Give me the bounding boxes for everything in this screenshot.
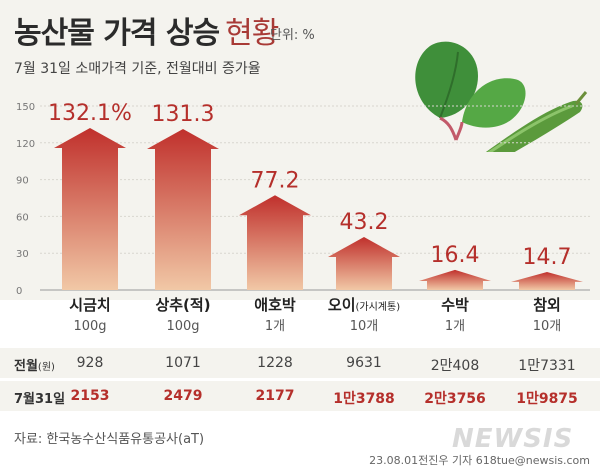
table-cell: 2177 (255, 388, 295, 404)
bar-6 (511, 271, 583, 290)
spinach-icon (415, 41, 526, 141)
page-title-suffix: 현황 (225, 16, 279, 51)
subtitle: 7월 31일 소매가격 기준, 전월대비 증가율 (14, 61, 261, 77)
value-label-4: 43.2 (340, 210, 389, 235)
table-cell: 1228 (257, 355, 293, 371)
unit-label-5: 1개 (445, 319, 465, 334)
gridlines (40, 105, 590, 291)
table-cell: 2만408 (430, 358, 480, 374)
value-label-1: 132.1% (48, 101, 132, 126)
page-title: 농산물 가격 상승 현황 (14, 16, 279, 51)
y-tick-label: 30 (16, 249, 29, 260)
category-label-5: 수박 (441, 296, 469, 314)
value-label-2: 131.3 (152, 102, 215, 127)
value-label-5: 16.4 (431, 243, 480, 268)
category-label-6: 참외 (533, 296, 561, 314)
credit-line: 23.08.01전진우 기자 618tue@newsis.com (369, 454, 590, 467)
watermark: NEWSIS (452, 424, 574, 454)
bar-chart: 0 30 60 90 120 150 132.1% 131.3 77.2 43.2 16.4 14.… (16, 101, 590, 334)
bar-5 (419, 269, 491, 290)
table-cell: 928 (76, 355, 104, 371)
bar-3 (239, 195, 311, 290)
table-cell: 1만9875 (516, 391, 578, 407)
y-tick-label: 0 (16, 286, 22, 297)
bar-4 (328, 237, 400, 290)
table-cell: 1만7331 (518, 358, 576, 374)
table-cell: 1만3788 (333, 391, 395, 407)
value-labels: 132.1% 131.3 77.2 43.2 16.4 14.7 (48, 101, 571, 270)
bar-1 (54, 127, 126, 290)
category-label-4: 오이(가시계통) (328, 296, 400, 314)
table-row-previous-month: 전월(원) 928 1071 1228 9631 2만408 1만7331 (0, 348, 600, 378)
row-label-july-31: 7월31일 (14, 392, 66, 407)
value-label-3: 77.2 (251, 168, 300, 193)
unit-label-1: 100g (73, 319, 106, 334)
category-label-2: 상추(적) (155, 296, 210, 314)
y-axis-ticks: 0 30 60 90 120 150 (16, 102, 35, 297)
bars (54, 127, 583, 290)
unit-label-2: 100g (166, 319, 199, 334)
category-label-3: 애호박 (254, 296, 296, 314)
table-row-july-31: 7월31일 2153 2479 2177 1만3788 2만3756 1만9875 (0, 381, 600, 411)
table-cell: 2153 (70, 388, 110, 404)
unit-label-6: 10개 (533, 319, 562, 334)
row-label-previous-month: 전월(원) (14, 359, 55, 374)
source-note: 자료: 한국농수산식품유통공사(aT) (14, 432, 205, 447)
y-tick-label: 150 (16, 102, 35, 113)
value-label-6: 14.7 (523, 245, 572, 270)
cucumber-icon (485, 91, 588, 152)
table-cell: 1071 (165, 355, 201, 371)
category-label-1: 시금치 (69, 296, 110, 314)
table-cell: 9631 (346, 355, 382, 371)
category-labels: 시금치 100g 상추(적) 100g 애호박 1개 오이(가시계통) 10개 수박 1개 참외 10… (69, 296, 561, 334)
unit-label-3: 1개 (265, 319, 285, 334)
vegetable-illustration (415, 41, 588, 152)
unit-label-4: 10개 (350, 319, 379, 334)
table-cell: 2479 (163, 388, 203, 404)
table-cell: 2만3756 (424, 391, 486, 407)
y-tick-label: 60 (16, 212, 29, 223)
bar-2 (147, 128, 219, 290)
unit-label: 단위: % (270, 28, 315, 43)
y-tick-label: 90 (16, 176, 29, 187)
y-tick-label: 120 (16, 139, 35, 150)
